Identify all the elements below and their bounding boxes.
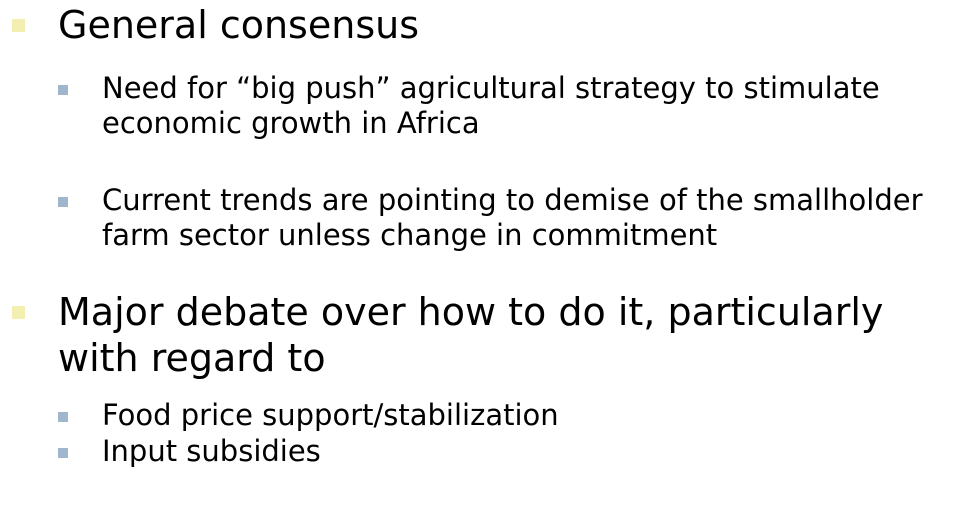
sub-bullet-marker bbox=[58, 197, 68, 207]
sub-bullet-text: Food price support/stabilization bbox=[102, 398, 559, 432]
bullet-marker bbox=[12, 306, 25, 319]
sub-bullet-text: Input subsidies bbox=[102, 434, 321, 468]
bullet-marker bbox=[12, 19, 25, 32]
sub-bullet-marker bbox=[58, 412, 68, 422]
bullet-text: Major debate over how to do it, particul… bbox=[58, 290, 884, 380]
sub-bullet-text: Need for “big push” agricultural strateg… bbox=[102, 71, 880, 140]
bullet-text: General consensus bbox=[58, 3, 419, 47]
sub-bullet-marker bbox=[58, 85, 68, 95]
sub-bullet-marker bbox=[58, 448, 68, 458]
sub-bullet-text: Current trends are pointing to demise of… bbox=[102, 183, 923, 252]
